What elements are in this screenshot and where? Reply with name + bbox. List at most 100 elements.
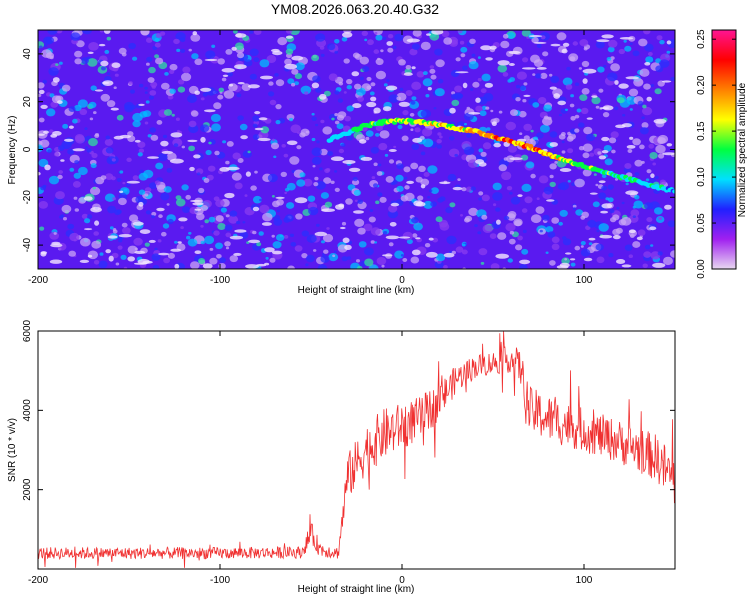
noise-speck bbox=[229, 210, 238, 217]
noise-speck bbox=[365, 136, 370, 141]
noise-speck bbox=[394, 250, 404, 259]
noise-speck bbox=[580, 248, 591, 257]
noise-speck bbox=[182, 206, 191, 214]
noise-speck bbox=[521, 154, 529, 161]
noise-speck bbox=[409, 112, 415, 117]
noise-streak bbox=[43, 130, 49, 134]
noise-speck bbox=[657, 251, 663, 256]
noise-speck bbox=[178, 79, 185, 85]
noise-streak bbox=[601, 136, 610, 142]
noise-speck bbox=[74, 58, 82, 65]
colorbar-gradient bbox=[712, 30, 736, 269]
noise-speck bbox=[106, 100, 116, 108]
colorbar-tick-label: 0.05 bbox=[696, 213, 707, 233]
noise-speck bbox=[149, 182, 158, 190]
noise-speck bbox=[80, 57, 89, 65]
noise-speck bbox=[373, 49, 380, 54]
noise-speck bbox=[551, 217, 560, 224]
noise-speck bbox=[135, 196, 144, 204]
noise-speck bbox=[163, 257, 171, 264]
noise-speck bbox=[91, 152, 98, 159]
noise-speck bbox=[659, 179, 667, 185]
noise-speck bbox=[375, 200, 380, 205]
noise-speck bbox=[515, 97, 521, 102]
noise-speck bbox=[566, 135, 574, 142]
noise-streak bbox=[599, 234, 613, 239]
noise-streak bbox=[586, 117, 593, 120]
noise-streak bbox=[254, 111, 261, 115]
noise-streak bbox=[443, 252, 455, 258]
noise-speck bbox=[283, 235, 289, 239]
noise-speck bbox=[164, 72, 169, 76]
noise-streak bbox=[38, 89, 45, 95]
noise-streak bbox=[234, 229, 247, 233]
noise-speck bbox=[417, 195, 424, 201]
noise-speck bbox=[416, 71, 425, 78]
noise-speck bbox=[152, 264, 160, 269]
noise-speck bbox=[644, 244, 651, 250]
noise-speck bbox=[146, 56, 153, 62]
noise-streak bbox=[94, 89, 104, 92]
noise-speck bbox=[133, 237, 143, 246]
noise-speck bbox=[313, 249, 317, 252]
noise-streak bbox=[411, 66, 416, 70]
noise-speck bbox=[366, 76, 372, 82]
noise-streak bbox=[261, 222, 272, 226]
noise-speck bbox=[650, 84, 655, 87]
noise-speck bbox=[87, 58, 98, 67]
noise-speck bbox=[468, 61, 479, 70]
noise-speck bbox=[267, 173, 278, 183]
noise-speck bbox=[387, 34, 394, 39]
noise-speck bbox=[62, 123, 69, 129]
noise-speck bbox=[217, 58, 225, 65]
noise-speck bbox=[294, 73, 302, 80]
noise-speck bbox=[91, 240, 102, 249]
noise-speck bbox=[364, 38, 368, 42]
noise-speck bbox=[294, 245, 303, 252]
noise-speck bbox=[216, 253, 222, 259]
noise-speck bbox=[536, 132, 544, 139]
noise-speck bbox=[549, 174, 554, 179]
noise-speck bbox=[225, 160, 230, 165]
y-tick-label: 6000 bbox=[22, 319, 33, 342]
noise-speck bbox=[48, 175, 60, 185]
noise-streak bbox=[517, 194, 523, 198]
noise-speck bbox=[610, 131, 619, 139]
noise-streak bbox=[110, 107, 119, 111]
noise-speck bbox=[63, 217, 67, 221]
noise-speck bbox=[657, 134, 669, 144]
noise-speck bbox=[244, 194, 248, 197]
noise-speck bbox=[460, 46, 468, 53]
noise-speck bbox=[569, 103, 575, 108]
noise-speck bbox=[127, 131, 134, 137]
noise-speck bbox=[375, 70, 386, 80]
noise-streak bbox=[621, 264, 632, 268]
noise-streak bbox=[233, 252, 242, 256]
noise-speck bbox=[478, 197, 482, 201]
x-tick-label: 100 bbox=[576, 575, 593, 586]
noise-speck bbox=[79, 108, 88, 116]
noise-streak bbox=[497, 60, 510, 66]
noise-speck bbox=[299, 132, 306, 138]
noise-speck bbox=[283, 217, 291, 223]
noise-streak bbox=[291, 55, 304, 61]
noise-streak bbox=[522, 67, 536, 70]
noise-speck bbox=[59, 61, 63, 65]
noise-speck bbox=[435, 59, 445, 68]
noise-speck bbox=[633, 200, 644, 209]
noise-speck bbox=[213, 102, 222, 110]
noise-speck bbox=[243, 59, 253, 67]
noise-speck bbox=[99, 252, 104, 256]
noise-speck bbox=[597, 66, 605, 73]
noise-speck bbox=[522, 229, 527, 234]
noise-speck bbox=[464, 123, 467, 126]
noise-speck bbox=[523, 135, 530, 141]
noise-streak bbox=[84, 228, 93, 231]
noise-speck bbox=[519, 132, 523, 135]
noise-speck bbox=[436, 144, 442, 149]
noise-speck bbox=[624, 163, 632, 169]
noise-speck bbox=[423, 172, 430, 177]
noise-speck bbox=[175, 198, 186, 207]
noise-speck bbox=[388, 205, 398, 213]
noise-speck bbox=[291, 82, 296, 87]
